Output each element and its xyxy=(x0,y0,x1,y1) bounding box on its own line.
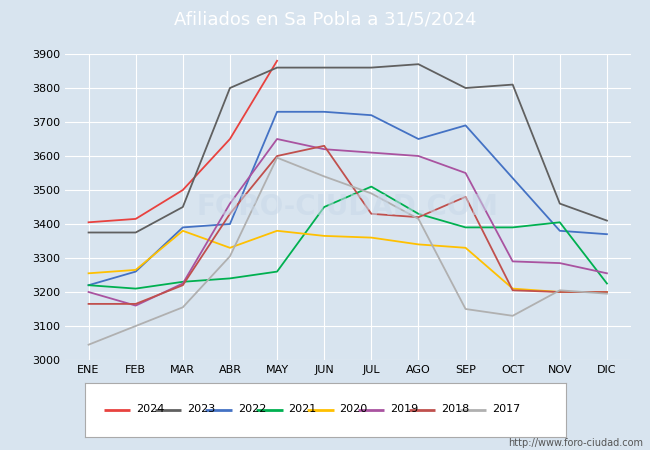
Text: Afiliados en Sa Pobla a 31/5/2024: Afiliados en Sa Pobla a 31/5/2024 xyxy=(174,10,476,28)
Text: 2018: 2018 xyxy=(441,405,469,414)
Text: 2017: 2017 xyxy=(492,405,520,414)
Text: 2019: 2019 xyxy=(390,405,419,414)
Text: 2020: 2020 xyxy=(339,405,368,414)
Text: 2022: 2022 xyxy=(238,405,266,414)
Text: 2023: 2023 xyxy=(187,405,215,414)
Text: 2021: 2021 xyxy=(289,405,317,414)
Text: http://www.foro-ciudad.com: http://www.foro-ciudad.com xyxy=(508,438,644,448)
Text: FORO-CIUDAD.COM: FORO-CIUDAD.COM xyxy=(197,193,499,221)
Text: 2024: 2024 xyxy=(136,405,164,414)
